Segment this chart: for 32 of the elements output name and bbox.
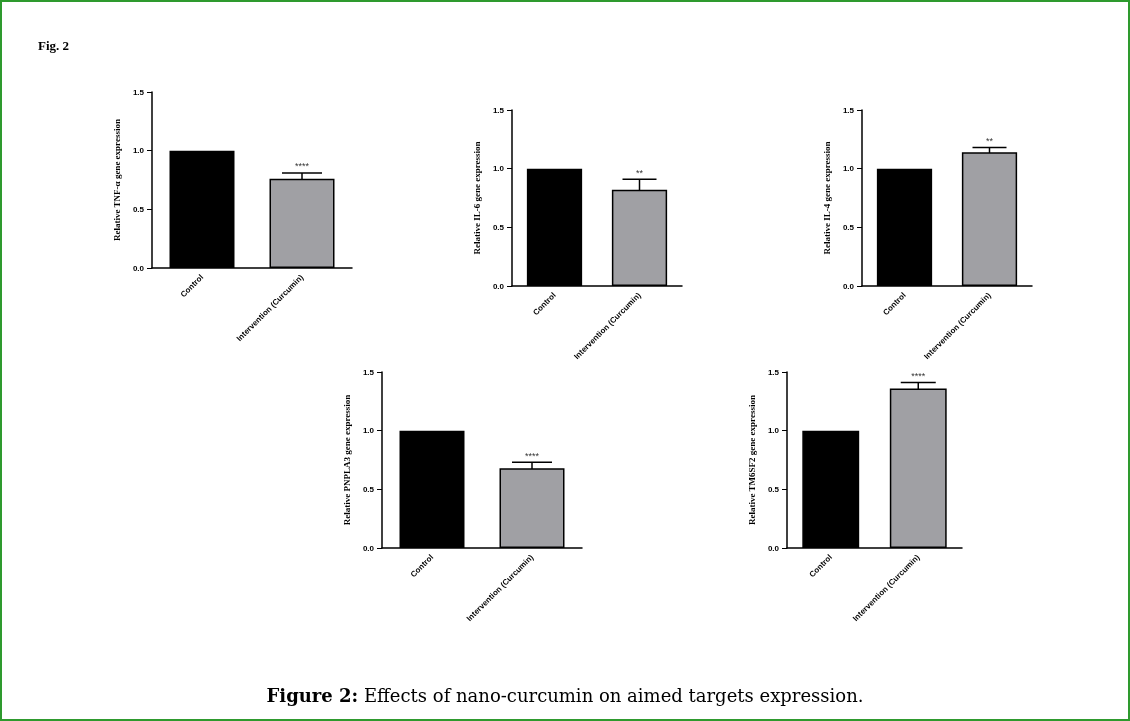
y-tick-label: 1.0 — [767, 426, 780, 436]
annotation: ** — [635, 167, 644, 178]
annotation: **** — [911, 371, 926, 382]
y-tick-label: 1.0 — [132, 146, 145, 156]
y-tick-label: 0.0 — [842, 281, 855, 291]
y-tick-label: 0.0 — [132, 263, 145, 273]
y-tick-label: 0.5 — [842, 222, 855, 232]
annotation: **** — [294, 161, 310, 172]
y-tick-label: 0.0 — [492, 281, 505, 291]
y-tick-label: 1.5 — [132, 87, 145, 97]
y-axis-title: Relative IL-6 gene expression — [472, 141, 483, 255]
annotation: ** — [985, 136, 994, 147]
y-tick-label: 0.5 — [132, 204, 145, 214]
y-tick-label: 0.0 — [362, 543, 375, 553]
y-axis-title: Relative TNF-α gene expression — [112, 119, 123, 241]
y-tick-label: 1.0 — [492, 164, 505, 174]
y-tick-label: 1.5 — [842, 105, 855, 115]
caption: Figure 2: Effects of nano-curcumin on aimed targets expression. — [265, 685, 865, 706]
y-axis-title: Relative PNPLA3 gene expression — [342, 394, 353, 526]
y-tick-label: 1.5 — [492, 105, 505, 115]
y-tick-label: 0.0 — [767, 543, 780, 553]
y-axis-title: Relative TM6SF2 gene expression — [747, 395, 758, 525]
chart-title: Fig. 2 — [38, 38, 70, 54]
y-tick-label: 0.5 — [767, 484, 780, 494]
y-tick-label: 1.5 — [767, 367, 780, 377]
y-axis-title: Relative IL-4 gene expression — [822, 141, 833, 255]
y-tick-label: 1.0 — [842, 164, 855, 174]
annotation: **** — [524, 450, 540, 461]
y-tick-label: 0.5 — [362, 484, 375, 494]
y-tick-label: 1.5 — [362, 367, 375, 377]
y-tick-label: 0.5 — [492, 222, 505, 232]
y-tick-label: 1.0 — [362, 426, 375, 436]
